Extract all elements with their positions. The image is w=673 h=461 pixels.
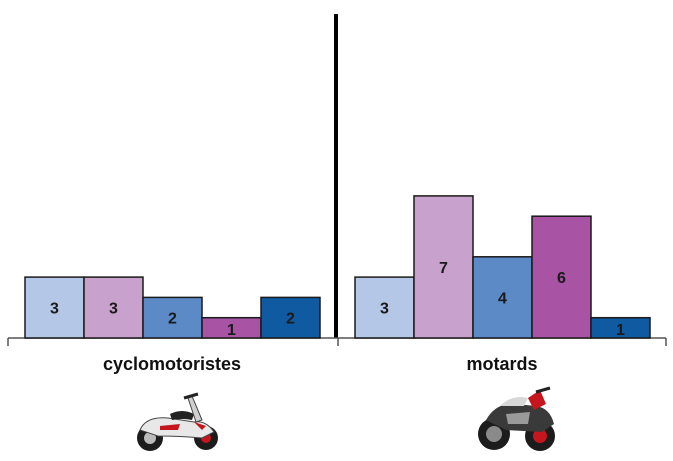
bar-value-label: 3 xyxy=(380,301,389,318)
bar-value-label: 7 xyxy=(439,260,448,277)
bar-value-label: 2 xyxy=(286,311,295,328)
bar-value-label: 6 xyxy=(557,270,566,287)
bar-value-label: 3 xyxy=(109,301,118,318)
motorcycle-icon xyxy=(478,388,555,451)
scooter-icon xyxy=(137,394,218,451)
bar-value-label: 1 xyxy=(616,322,625,339)
bar-value-label: 2 xyxy=(168,311,177,328)
bar-value-label: 1 xyxy=(227,322,236,339)
category-label-motards: motards xyxy=(466,354,537,374)
category-label-cyclomotoristes: cyclomotoristes xyxy=(103,354,241,374)
bar-value-label: 4 xyxy=(498,290,507,307)
bar-value-label: 3 xyxy=(50,301,59,318)
